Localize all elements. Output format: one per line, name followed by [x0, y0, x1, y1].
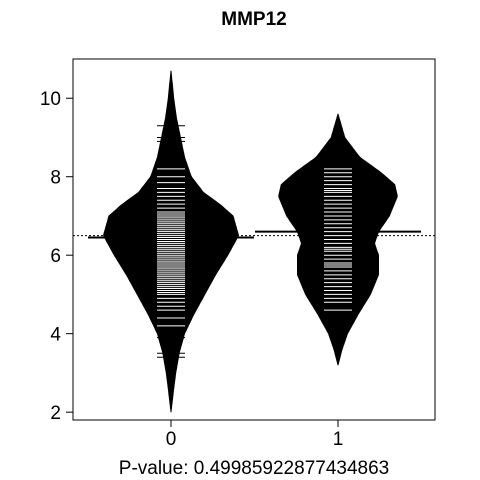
chart-title: MMP12 — [221, 9, 286, 30]
plot-area — [73, 70, 435, 413]
bean-0 — [88, 70, 254, 413]
x-tick-label: 1 — [333, 429, 344, 450]
bean-1 — [255, 113, 421, 366]
y-tick-label: 4 — [50, 325, 61, 346]
y-axis: 2 4 6 8 10 — [40, 89, 73, 424]
plot-frame — [72, 58, 436, 421]
x-axis-label: P-value: 0.49985922877434863 — [119, 458, 389, 479]
y-tick-label: 10 — [40, 89, 61, 110]
y-tick-label: 2 — [50, 403, 61, 424]
y-tick-label: 6 — [50, 246, 61, 267]
y-tick-label: 8 — [50, 168, 61, 189]
x-tick-label: 0 — [166, 429, 177, 450]
